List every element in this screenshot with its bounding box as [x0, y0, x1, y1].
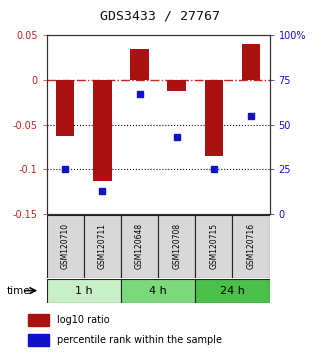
Bar — [121, 279, 195, 303]
Bar — [195, 215, 232, 278]
Text: percentile rank within the sample: percentile rank within the sample — [57, 335, 222, 345]
Bar — [167, 80, 186, 91]
Text: GSM120710: GSM120710 — [61, 223, 70, 269]
Bar — [84, 215, 121, 278]
Bar — [242, 44, 260, 80]
Bar — [232, 215, 270, 278]
Bar — [47, 279, 121, 303]
Text: GSM120715: GSM120715 — [209, 223, 218, 269]
Bar — [93, 80, 112, 181]
Text: GSM120711: GSM120711 — [98, 223, 107, 269]
Bar — [130, 49, 149, 80]
Text: time: time — [7, 286, 31, 296]
Text: 24 h: 24 h — [220, 286, 245, 296]
Text: GSM120648: GSM120648 — [135, 223, 144, 269]
Text: log10 ratio: log10 ratio — [57, 315, 110, 325]
Bar — [47, 215, 84, 278]
Bar — [204, 80, 223, 156]
Text: GSM120708: GSM120708 — [172, 223, 181, 269]
Text: 1 h: 1 h — [75, 286, 92, 296]
Text: GSM120716: GSM120716 — [247, 223, 256, 269]
Bar — [28, 334, 48, 346]
Text: 4 h: 4 h — [149, 286, 167, 296]
Bar — [28, 314, 48, 326]
Bar — [158, 215, 195, 278]
Bar — [195, 279, 270, 303]
Bar — [56, 80, 74, 136]
Text: GDS3433 / 27767: GDS3433 / 27767 — [100, 10, 221, 22]
Bar — [121, 215, 158, 278]
